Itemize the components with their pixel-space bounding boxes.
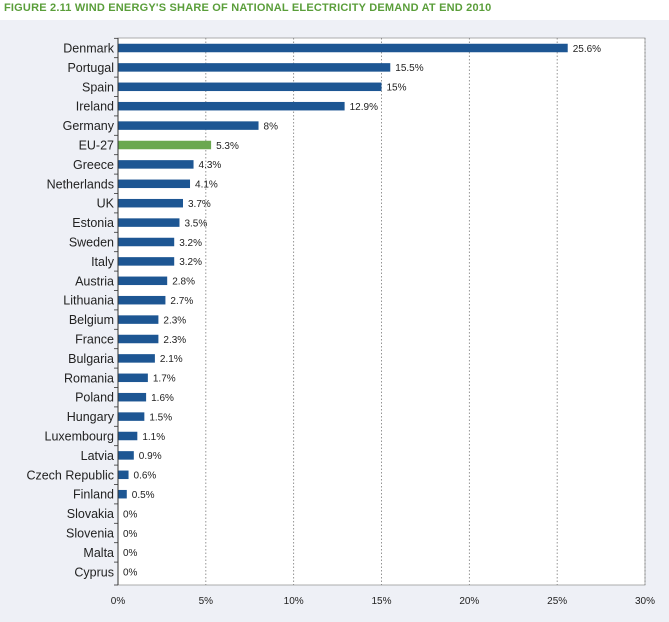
bar-belgium	[118, 315, 159, 324]
value-label: 3.2%	[179, 238, 202, 249]
label-layer: Denmark 25.6% Portugal 15.5% Spain 15% Ireland…	[26, 42, 655, 608]
value-label: 25.6%	[573, 44, 601, 55]
value-label: 15.5%	[395, 63, 423, 74]
category-label: Cyprus	[74, 565, 114, 579]
chart-panel: Denmark 25.6% Portugal 15.5% Spain 15% Ireland…	[0, 20, 669, 622]
value-label: 0%	[123, 509, 138, 520]
category-label: Germany	[63, 119, 115, 133]
value-label: 3.2%	[179, 257, 202, 268]
category-label: Italy	[91, 255, 115, 269]
bar-spain	[118, 82, 382, 92]
value-label: 4.3%	[199, 160, 222, 171]
category-label: Slovenia	[66, 527, 114, 541]
value-label: 0%	[123, 568, 138, 579]
category-label: Denmark	[63, 42, 114, 56]
x-tick-label: 10%	[284, 596, 304, 607]
value-label: 0.6%	[134, 471, 157, 482]
bar-italy	[118, 257, 175, 266]
category-label: Slovakia	[67, 507, 114, 521]
category-label: Romania	[64, 371, 114, 385]
value-label: 1.5%	[149, 412, 172, 423]
bar-eu-27	[118, 140, 212, 150]
category-label: Hungary	[67, 410, 115, 424]
bar-layer	[118, 43, 568, 499]
bar-netherlands	[118, 179, 191, 189]
value-label: 0%	[123, 529, 138, 540]
bar-denmark	[118, 43, 568, 53]
bar-luxembourg	[118, 431, 138, 441]
bar-bulgaria	[118, 354, 155, 363]
value-label: 2.7%	[170, 296, 193, 307]
value-label: 8%	[264, 121, 279, 132]
category-label: Portugal	[67, 61, 114, 75]
bar-germany	[118, 121, 259, 130]
value-label: 3.7%	[188, 199, 211, 210]
value-label: 15%	[387, 83, 407, 94]
value-label: 5.3%	[216, 141, 239, 152]
category-label: France	[75, 333, 114, 347]
category-label: Greece	[73, 158, 114, 172]
category-label: Poland	[75, 391, 114, 405]
bar-lithuania	[118, 295, 166, 305]
value-label: 2.1%	[160, 354, 183, 365]
grid-layer	[117, 37, 646, 586]
axis-layer	[114, 37, 119, 586]
bar-romania	[118, 373, 148, 383]
value-label: 0%	[123, 548, 138, 559]
category-label: Lithuania	[63, 294, 114, 308]
category-label: Spain	[82, 80, 114, 94]
category-label: Czech Republic	[26, 468, 114, 482]
x-tick-label: 5%	[199, 596, 214, 607]
value-label: 4.1%	[195, 180, 218, 191]
bar-greece	[118, 160, 194, 169]
category-label: Belgium	[69, 313, 114, 327]
value-label: 1.1%	[142, 432, 165, 443]
bar-portugal	[118, 63, 391, 72]
x-tick-label: 25%	[547, 596, 567, 607]
category-label: Estonia	[72, 216, 114, 230]
bar-sweden	[118, 237, 175, 247]
bar-chart: Denmark 25.6% Portugal 15.5% Spain 15% Ireland…	[26, 37, 655, 608]
category-label: EU-27	[79, 139, 114, 153]
x-tick-label: 30%	[635, 596, 655, 607]
bar-france	[118, 334, 159, 344]
value-label: 3.5%	[184, 218, 207, 229]
x-tick-label: 20%	[459, 596, 479, 607]
category-label: Sweden	[69, 236, 114, 250]
figure-title: FIGURE 2.11 WIND ENERGY'S SHARE OF NATIO…	[4, 2, 492, 14]
value-label: 1.7%	[153, 374, 176, 385]
x-tick-label: 0%	[111, 596, 126, 607]
category-label: UK	[97, 197, 115, 211]
bar-ireland	[118, 101, 345, 111]
bar-austria	[118, 276, 168, 286]
category-label: Latvia	[81, 449, 114, 463]
value-label: 2.3%	[163, 315, 186, 326]
value-label: 12.9%	[350, 102, 378, 113]
value-label: 0.9%	[139, 451, 162, 462]
category-label: Netherlands	[47, 177, 114, 191]
value-label: 1.6%	[151, 393, 174, 404]
bar-hungary	[118, 412, 145, 421]
category-label: Bulgaria	[68, 352, 114, 366]
category-label: Malta	[83, 546, 114, 560]
category-label: Luxembourg	[45, 430, 115, 444]
category-label: Ireland	[76, 100, 114, 114]
bar-czech-republic	[118, 470, 129, 480]
value-label: 2.3%	[163, 335, 186, 346]
bar-latvia	[118, 451, 134, 460]
value-label: 2.8%	[172, 277, 195, 288]
category-label: Finland	[73, 488, 114, 502]
value-label: 0.5%	[132, 490, 155, 501]
bar-finland	[118, 489, 127, 499]
bar-estonia	[118, 218, 180, 227]
category-label: Austria	[75, 274, 114, 288]
x-tick-label: 15%	[371, 596, 391, 607]
bar-poland	[118, 392, 147, 402]
bar-uk	[118, 198, 183, 208]
